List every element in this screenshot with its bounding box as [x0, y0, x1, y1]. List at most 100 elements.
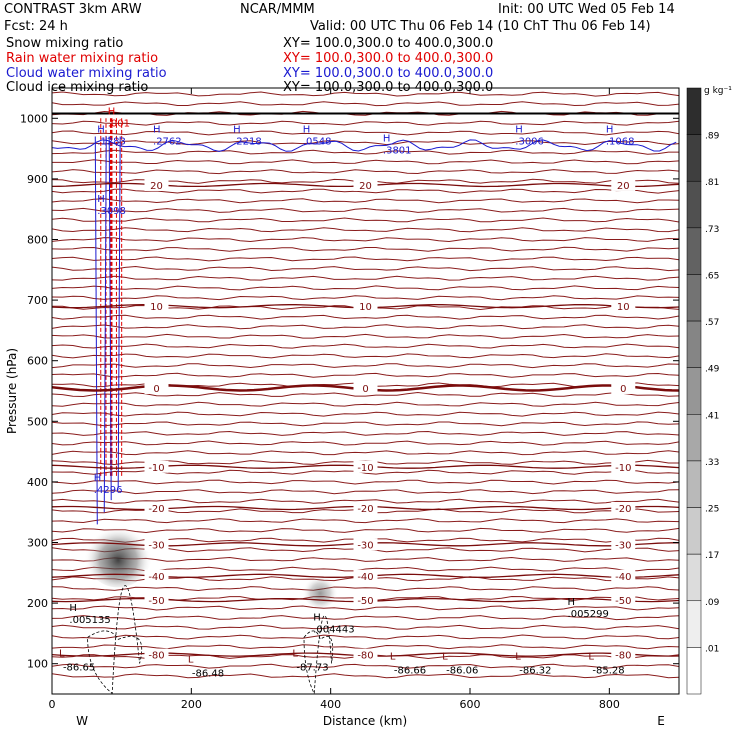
contour-label-bg [353, 569, 378, 582]
min-value: -86.32 [519, 666, 551, 677]
y-tick-label: 600 [27, 355, 48, 368]
field-xy-cloud-water: XY= 100.0,300.0 to 400.0,300.0 [283, 66, 494, 81]
contour-label-bg [353, 538, 378, 551]
y-tick-label: 700 [27, 294, 48, 307]
isotherm-line [52, 265, 679, 272]
contour-label: -40 [357, 572, 373, 583]
organization-label: NCAR/MMM [240, 2, 315, 17]
max-value: .2762 [153, 136, 182, 147]
colorbar-swatch [686, 647, 702, 695]
max-marker: H [606, 124, 614, 135]
contour-label: -80 [615, 651, 631, 662]
colorbar-swatch [686, 600, 702, 648]
isotherm-line [52, 91, 679, 97]
colorbar-label: .65 [705, 271, 719, 281]
isotherm-line [52, 556, 679, 562]
max-value: .004443 [313, 624, 354, 635]
contour-label-bg [144, 501, 169, 514]
contour-label: -30 [148, 540, 164, 551]
isotherm-line [52, 663, 679, 669]
field-xy-snow: XY= 100.0,300.0 to 400.0,300.0 [283, 36, 494, 51]
isotherm-line [52, 353, 679, 359]
isotherm-line [52, 644, 679, 650]
contour-label-bg [353, 178, 378, 191]
isotherm-line [52, 217, 679, 223]
colorbar-swatch [686, 320, 702, 368]
isotherm-line [52, 498, 679, 504]
west-label: W [76, 714, 88, 728]
min-value: -86.66 [394, 666, 426, 677]
contour-label-bg [353, 501, 378, 514]
isotherm-line [52, 634, 679, 640]
contour-label: 0 [153, 384, 159, 395]
isotherm-line [52, 314, 679, 320]
max-marker: H [303, 124, 311, 135]
max-marker: H [233, 124, 241, 135]
contour-label: 0 [620, 384, 626, 395]
contour-label: -10 [615, 463, 631, 474]
isotherm-line [52, 237, 679, 243]
min-value: -86.48 [192, 669, 224, 680]
colorbar-label: .17 [705, 551, 719, 561]
colorbar-swatch [686, 87, 702, 135]
isotherm-line [52, 372, 679, 378]
min-value: -87.73 [296, 663, 328, 674]
isotherm-line [52, 333, 679, 339]
max-marker: H [568, 597, 576, 608]
max-value: .2218 [233, 136, 262, 147]
isotherm-line [52, 275, 679, 281]
x-axis-label: Distance (km) [323, 714, 407, 728]
contour-label: -30 [357, 540, 373, 551]
y-tick-label: 100 [27, 658, 48, 671]
isotherm-line [52, 440, 679, 446]
max-marker: H [97, 124, 105, 135]
contour-label-bg [353, 594, 378, 607]
max-marker: H [94, 473, 102, 484]
colorbar-label: .33 [705, 458, 719, 468]
y-tick-label: 300 [27, 537, 48, 550]
min-marker: L [390, 652, 396, 663]
isotherm-line [52, 489, 679, 495]
colorbar-swatch [686, 227, 702, 275]
colorbar-swatch [686, 274, 702, 322]
contour-label-bg [611, 538, 636, 551]
isotherm-line [52, 246, 679, 252]
max-value: .1283 [97, 136, 126, 147]
max-marker: H [69, 603, 77, 614]
x-tick-label: 0 [49, 698, 56, 711]
contour-label-bg [611, 178, 636, 191]
contour-label-bg [144, 538, 169, 551]
contour-label: -20 [615, 504, 631, 515]
colorbar-label: .73 [705, 225, 719, 235]
isotherm-line [52, 295, 679, 301]
y-tick-label: 500 [27, 415, 48, 428]
y-tick-label: 800 [27, 234, 48, 247]
isotherm-line [52, 527, 679, 534]
isotherm-line [52, 343, 679, 349]
min-value: -86.06 [446, 666, 478, 677]
isotherm-line [52, 391, 679, 398]
contour-label-bg [611, 569, 636, 582]
cloud-water-contour [103, 136, 107, 513]
colorbar-swatch [686, 367, 702, 415]
max-marker: H [515, 124, 523, 135]
field-label-cloud-water: Cloud water mixing ratio [6, 66, 167, 81]
contour-label: -20 [357, 504, 373, 515]
init-time: Init: 00 UTC Wed 05 Feb 14 [498, 2, 675, 17]
isotherm-line [52, 285, 679, 291]
cloud-ice-contour [303, 615, 334, 694]
max-marker: H [97, 194, 105, 205]
colorbar-swatch [686, 460, 702, 508]
min-value: -86.65 [63, 663, 95, 674]
isotherm-line [52, 421, 679, 427]
max-value: .4296 [94, 485, 123, 496]
x-tick-label: 400 [320, 698, 341, 711]
colorbar-label: .49 [705, 365, 720, 375]
min-marker: L [442, 652, 448, 663]
max-value: .3098 [97, 206, 126, 217]
colorbar-swatch [686, 553, 702, 602]
isotherm-line [52, 198, 679, 204]
contour-label: -80 [148, 651, 164, 662]
contour-label: 20 [150, 181, 163, 192]
y-tick-label: 400 [27, 476, 48, 489]
